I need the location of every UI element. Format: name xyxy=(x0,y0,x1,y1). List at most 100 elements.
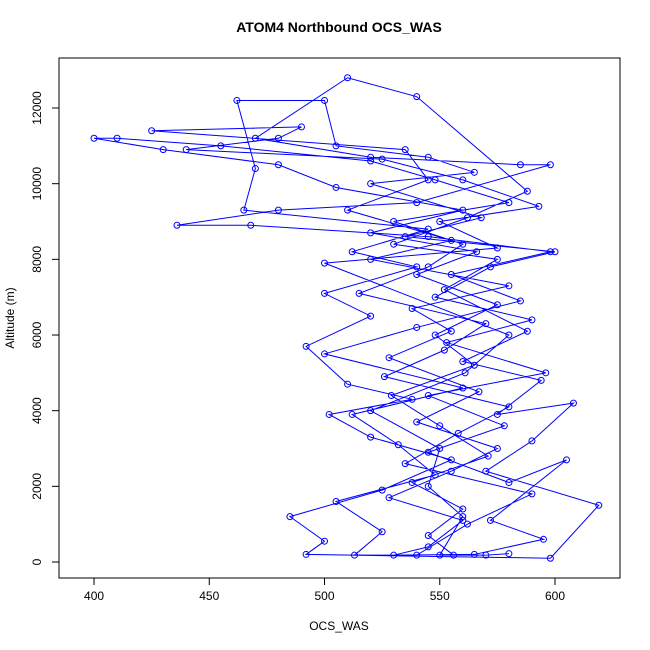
data-point xyxy=(486,263,494,271)
data-point xyxy=(528,437,536,445)
data-point xyxy=(378,528,386,536)
data-point xyxy=(447,236,455,244)
data-point xyxy=(459,176,467,184)
data-point xyxy=(516,161,524,169)
data-point xyxy=(563,456,571,464)
data-point xyxy=(413,93,421,101)
data-point xyxy=(332,142,340,150)
data-point xyxy=(424,225,432,233)
data-point xyxy=(367,255,375,263)
data-point xyxy=(387,392,395,400)
data-point xyxy=(482,551,490,559)
data-point xyxy=(424,392,432,400)
data-point xyxy=(367,229,375,237)
data-point xyxy=(325,410,333,418)
data-point xyxy=(523,187,531,195)
data-point xyxy=(454,429,462,437)
data-point xyxy=(344,206,352,214)
data-point xyxy=(350,551,358,559)
data-point xyxy=(274,206,282,214)
data-point xyxy=(348,248,356,256)
data-point xyxy=(537,376,545,384)
data-point xyxy=(401,233,409,241)
y-tick-label: 10000 xyxy=(30,167,44,201)
data-point xyxy=(424,233,432,241)
data-point xyxy=(413,263,421,271)
y-tick-label: 4000 xyxy=(30,397,44,424)
y-tick-label: 8000 xyxy=(30,246,44,273)
data-point xyxy=(424,263,432,271)
data-point xyxy=(321,350,329,358)
data-point xyxy=(447,456,455,464)
data-point xyxy=(528,490,536,498)
data-point xyxy=(539,535,547,543)
data-point xyxy=(484,452,492,460)
data-point xyxy=(505,479,513,487)
data-point xyxy=(321,289,329,297)
data-point xyxy=(505,550,513,558)
plot-box xyxy=(58,57,621,579)
data-line xyxy=(93,77,600,559)
data-point xyxy=(390,218,398,226)
data-point xyxy=(493,445,501,453)
data-point xyxy=(173,221,181,229)
data-point xyxy=(413,418,421,426)
data-point xyxy=(401,146,409,154)
data-point xyxy=(90,134,98,142)
data-point xyxy=(344,380,352,388)
data-point xyxy=(413,199,421,207)
data-point xyxy=(148,127,156,135)
data-point xyxy=(424,176,432,184)
data-point xyxy=(367,180,375,188)
data-point xyxy=(436,218,444,226)
data-point xyxy=(321,259,329,267)
data-point xyxy=(535,202,543,210)
data-point xyxy=(493,410,501,418)
data-point xyxy=(390,240,398,248)
data-point xyxy=(482,320,490,328)
data-point xyxy=(182,146,190,154)
data-point xyxy=(470,361,478,369)
data-point xyxy=(463,520,471,528)
x-tick-label: 500 xyxy=(315,589,335,603)
data-point xyxy=(247,221,255,229)
data-point xyxy=(542,369,550,377)
data-point xyxy=(321,537,329,545)
data-point xyxy=(424,448,432,456)
data-point xyxy=(332,183,340,191)
data-point xyxy=(463,214,471,222)
x-tick-label: 450 xyxy=(199,589,219,603)
data-point xyxy=(413,270,421,278)
data-point xyxy=(408,305,416,313)
x-tick-label: 400 xyxy=(84,589,104,603)
data-point xyxy=(367,157,375,165)
data-point xyxy=(348,410,356,418)
data-point xyxy=(546,248,554,256)
data-point xyxy=(436,551,444,559)
y-tick-label: 2000 xyxy=(30,473,44,500)
data-point xyxy=(385,354,393,362)
x-axis-label: OCS_WAS xyxy=(309,619,369,633)
data-point xyxy=(493,301,501,309)
data-point xyxy=(436,422,444,430)
data-point xyxy=(505,199,513,207)
data-point xyxy=(233,96,241,104)
data-point xyxy=(424,532,432,540)
data-point xyxy=(378,486,386,494)
data-point xyxy=(251,134,259,142)
data-point xyxy=(413,323,421,331)
data-point xyxy=(477,214,485,222)
x-tick-label: 600 xyxy=(545,589,565,603)
y-tick-label: 6000 xyxy=(30,321,44,348)
data-point xyxy=(459,357,467,365)
data-point xyxy=(546,554,554,562)
data-point xyxy=(408,479,416,487)
data-point xyxy=(551,248,559,256)
data-point xyxy=(367,433,375,441)
data-point xyxy=(431,293,439,301)
y-axis-label: Altitude (m) xyxy=(3,287,17,348)
data-point xyxy=(424,482,432,490)
data-point xyxy=(440,346,448,354)
